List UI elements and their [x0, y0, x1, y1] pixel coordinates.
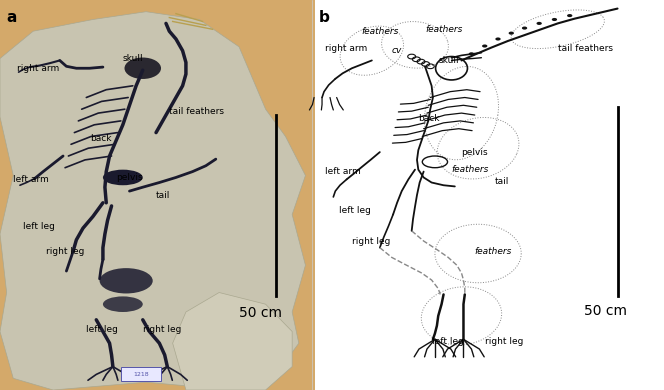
- Text: right arm: right arm: [17, 64, 59, 73]
- FancyBboxPatch shape: [121, 367, 161, 381]
- Ellipse shape: [125, 57, 161, 79]
- FancyBboxPatch shape: [315, 0, 664, 390]
- Ellipse shape: [103, 170, 143, 185]
- Text: feathers: feathers: [452, 165, 489, 174]
- Text: feathers: feathers: [362, 27, 399, 36]
- Text: cv: cv: [392, 46, 402, 55]
- Text: tail feathers: tail feathers: [169, 106, 224, 116]
- Circle shape: [509, 32, 514, 35]
- Text: feathers: feathers: [425, 25, 462, 34]
- Text: left leg: left leg: [23, 222, 55, 231]
- Text: pelvis: pelvis: [116, 173, 143, 182]
- Text: left leg: left leg: [86, 325, 118, 334]
- Text: left arm: left arm: [325, 167, 361, 176]
- Circle shape: [537, 22, 542, 25]
- Circle shape: [495, 37, 501, 41]
- Text: back: back: [90, 134, 111, 143]
- Polygon shape: [0, 12, 305, 390]
- Text: b: b: [319, 10, 329, 25]
- Text: a: a: [7, 10, 17, 25]
- Circle shape: [552, 18, 557, 21]
- Text: left leg: left leg: [432, 337, 463, 346]
- Text: right leg: right leg: [485, 337, 523, 346]
- Text: tail: tail: [495, 177, 509, 186]
- Text: back: back: [418, 114, 440, 124]
- Circle shape: [522, 27, 527, 30]
- Ellipse shape: [103, 296, 143, 312]
- Text: left arm: left arm: [13, 175, 49, 184]
- Text: right leg: right leg: [352, 237, 390, 246]
- Text: feathers: feathers: [475, 247, 512, 256]
- Text: right arm: right arm: [325, 44, 368, 53]
- Circle shape: [567, 14, 572, 17]
- Text: skull: skull: [123, 54, 143, 63]
- Text: right leg: right leg: [46, 247, 85, 256]
- Text: pelvis: pelvis: [461, 147, 488, 157]
- Circle shape: [482, 44, 487, 48]
- Ellipse shape: [100, 268, 153, 293]
- Text: left leg: left leg: [339, 206, 371, 215]
- Text: 50 cm: 50 cm: [584, 304, 627, 318]
- Polygon shape: [173, 292, 292, 390]
- Text: skull: skull: [438, 56, 459, 65]
- Text: 1218: 1218: [133, 372, 149, 377]
- Text: 50 cm: 50 cm: [239, 306, 282, 320]
- Text: tail feathers: tail feathers: [558, 44, 613, 53]
- Circle shape: [469, 52, 474, 55]
- Text: right leg: right leg: [143, 325, 181, 334]
- Text: tail: tail: [156, 190, 171, 200]
